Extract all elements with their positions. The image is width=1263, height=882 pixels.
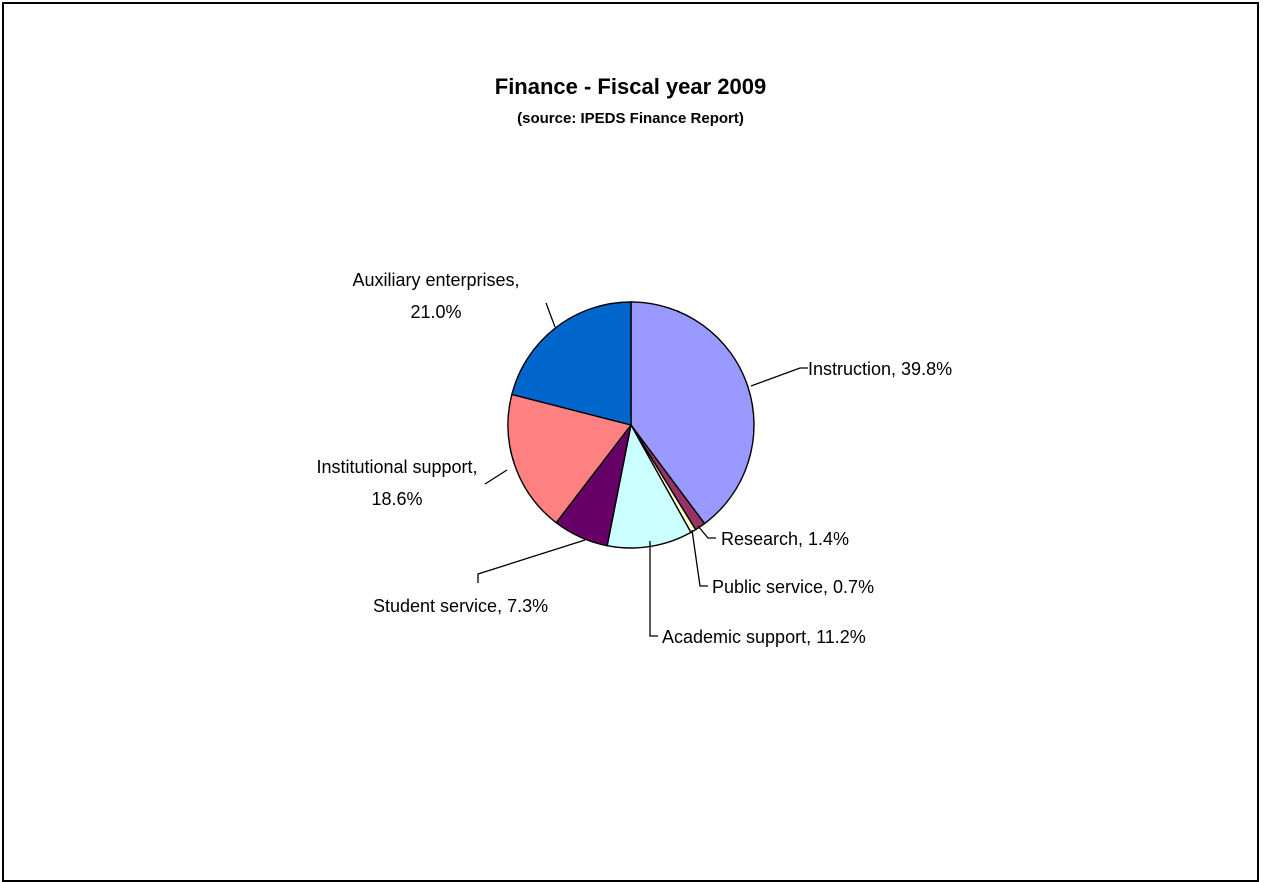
- leader-line-instruction: [750, 367, 808, 387]
- slice-label-student-service: Student service, 7.3%: [373, 596, 548, 616]
- slice-label-public-service: Public service, 0.7%: [712, 577, 874, 597]
- chart-title: Finance - Fiscal year 2009: [494, 74, 767, 99]
- leader-line-public-service: [691, 529, 708, 587]
- slice-label-institutional-support-line1: Institutional support,: [316, 457, 477, 477]
- chart-subtitle: (source: IPEDS Finance Report): [517, 110, 744, 127]
- slice-label-institutional-support-line2: 18.6%: [371, 489, 422, 509]
- slice-instruction: [630, 301, 755, 525]
- slice-label-auxiliary-enterprises-line1: Auxiliary enterprises,: [352, 270, 519, 290]
- slice-auxiliary-enterprises: [511, 301, 632, 426]
- slice-institutional-support: [507, 393, 633, 524]
- leader-line-research: [697, 525, 716, 539]
- slice-label-academic-support: Academic support, 11.2%: [662, 627, 866, 647]
- leader-line-institutional-support: [484, 469, 508, 485]
- pie-slices: [507, 301, 755, 549]
- leader-line-student-service: [477, 539, 586, 583]
- slice-label-auxiliary-enterprises-line2: 21.0%: [410, 302, 461, 322]
- slice-label-research: Research, 1.4%: [721, 529, 849, 549]
- leader-line-academic-support: [649, 541, 658, 637]
- slice-label-instruction: Instruction, 39.8%: [808, 359, 952, 379]
- leader-line-auxiliary-enterprises: [545, 302, 556, 328]
- leader-lines: [477, 302, 808, 637]
